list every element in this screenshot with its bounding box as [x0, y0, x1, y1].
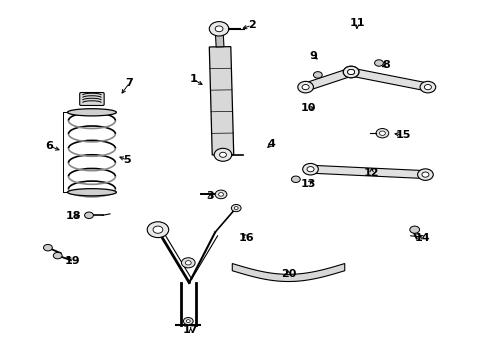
- Circle shape: [297, 81, 313, 93]
- Ellipse shape: [67, 189, 116, 196]
- Circle shape: [153, 226, 163, 233]
- Circle shape: [419, 81, 435, 93]
- Circle shape: [417, 169, 432, 180]
- Circle shape: [209, 22, 228, 36]
- Text: 2: 2: [247, 20, 255, 30]
- Polygon shape: [303, 68, 353, 91]
- Text: 19: 19: [64, 256, 80, 266]
- Circle shape: [147, 222, 168, 238]
- Circle shape: [218, 193, 223, 196]
- Polygon shape: [309, 165, 425, 179]
- Text: 16: 16: [239, 233, 254, 243]
- Circle shape: [215, 190, 226, 199]
- Text: 18: 18: [65, 211, 81, 221]
- Circle shape: [306, 167, 313, 172]
- Circle shape: [215, 26, 223, 32]
- Text: 4: 4: [267, 139, 275, 149]
- Text: 12: 12: [363, 168, 379, 178]
- Text: 17: 17: [183, 325, 198, 336]
- Circle shape: [313, 72, 322, 78]
- Circle shape: [302, 163, 318, 175]
- Polygon shape: [215, 29, 224, 47]
- Circle shape: [343, 66, 358, 78]
- Text: 8: 8: [382, 60, 389, 70]
- Circle shape: [379, 131, 385, 135]
- Polygon shape: [209, 47, 233, 155]
- Text: 5: 5: [123, 155, 131, 165]
- Circle shape: [347, 69, 354, 75]
- Text: 3: 3: [206, 191, 214, 201]
- Text: 15: 15: [395, 130, 410, 140]
- Circle shape: [343, 66, 358, 78]
- Circle shape: [409, 226, 419, 233]
- Circle shape: [374, 60, 383, 66]
- Circle shape: [421, 172, 428, 177]
- Circle shape: [185, 261, 191, 265]
- Circle shape: [219, 152, 226, 157]
- Circle shape: [43, 244, 52, 251]
- Circle shape: [214, 148, 231, 161]
- Circle shape: [231, 204, 241, 212]
- Text: 9: 9: [308, 51, 316, 61]
- Circle shape: [186, 320, 190, 323]
- Text: 13: 13: [300, 179, 315, 189]
- Text: 1: 1: [189, 74, 197, 84]
- Ellipse shape: [67, 109, 116, 116]
- Circle shape: [302, 85, 308, 90]
- Circle shape: [291, 176, 300, 183]
- Circle shape: [53, 252, 62, 259]
- Text: 6: 6: [45, 141, 53, 151]
- Circle shape: [181, 258, 195, 268]
- Polygon shape: [349, 68, 428, 91]
- Text: 10: 10: [300, 103, 315, 113]
- Text: 20: 20: [280, 269, 296, 279]
- Circle shape: [424, 85, 430, 90]
- Text: 11: 11: [348, 18, 364, 28]
- Circle shape: [84, 212, 93, 219]
- Circle shape: [347, 69, 354, 75]
- Circle shape: [183, 318, 193, 325]
- Polygon shape: [232, 264, 344, 282]
- Circle shape: [375, 129, 388, 138]
- Text: 7: 7: [125, 78, 133, 88]
- Circle shape: [234, 207, 238, 210]
- FancyBboxPatch shape: [80, 93, 104, 105]
- Text: 14: 14: [414, 233, 430, 243]
